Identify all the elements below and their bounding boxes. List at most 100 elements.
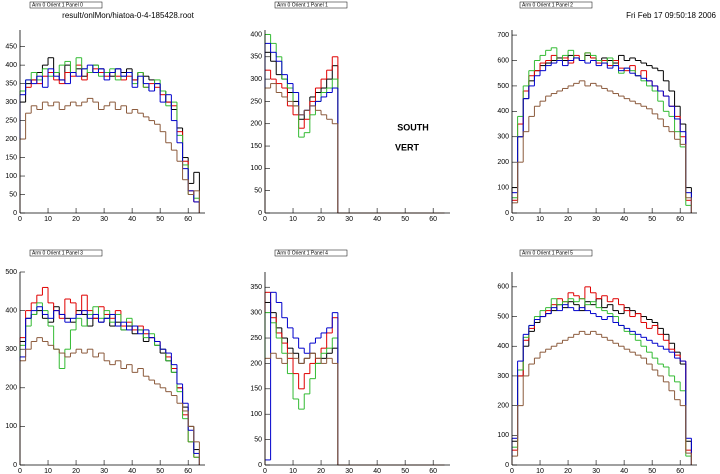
y-tick-label: 300 (497, 373, 509, 380)
y-tick-label: 350 (250, 54, 262, 61)
timestamp: Fri Feb 17 09:50:18 2006 (626, 11, 716, 20)
panel-title-box (519, 1, 593, 9)
y-tick-label: 100 (5, 423, 17, 430)
x-tick-label: 30 (100, 216, 108, 223)
x-tick-label: 20 (317, 468, 325, 474)
panel-title-box (274, 249, 348, 257)
y-tick-label: 500 (497, 313, 509, 320)
x-tick-label: 0 (18, 216, 22, 223)
x-tick-label: 40 (373, 216, 381, 223)
y-tick-label: 300 (5, 99, 17, 106)
y-tick-label: 250 (250, 335, 262, 342)
y-tick-label: 0 (258, 210, 262, 217)
x-tick-label: 20 (72, 468, 80, 474)
x-tick-label: 10 (44, 468, 52, 474)
x-tick-label: 0 (510, 216, 514, 223)
x-tick-label: 50 (648, 468, 656, 474)
y-tick-label: 50 (9, 191, 17, 198)
x-tick-label: 10 (289, 216, 297, 223)
annotation: VERT (395, 142, 420, 152)
x-tick-label: 60 (429, 216, 437, 223)
x-tick-label: 40 (620, 468, 628, 474)
x-tick-label: 60 (184, 216, 192, 223)
x-tick-label: 60 (676, 216, 684, 223)
panel-title: Arm 0 Orient 1 Panel 3 (32, 250, 83, 256)
x-tick-label: 0 (510, 468, 514, 474)
y-tick-label: 400 (250, 31, 262, 38)
x-tick-label: 60 (676, 468, 684, 474)
y-tick-label: 50 (254, 188, 262, 195)
panel-title: Arm 0 Orient 1 Panel 4 (277, 250, 328, 256)
y-tick-label: 400 (5, 307, 17, 314)
y-tick-label: 100 (497, 184, 509, 191)
y-tick-label: 0 (258, 462, 262, 469)
x-tick-label: 20 (317, 216, 325, 223)
y-tick-label: 400 (497, 343, 509, 350)
y-tick-label: 600 (497, 284, 509, 291)
panel: Arm 0 Orient 1 Panel 4050100150200250300… (250, 249, 450, 474)
y-tick-label: 150 (5, 154, 17, 161)
x-tick-label: 10 (536, 468, 544, 474)
panel: Arm 0 Orient 1 Panel 0 0 50 100 150 200 250 300… (5, 1, 205, 223)
x-tick-label: 10 (44, 216, 52, 223)
x-tick-label: 50 (401, 216, 409, 223)
x-tick-label: 30 (100, 468, 108, 474)
panel-title: Arm 0 Orient 1 Panel 1 (277, 2, 328, 8)
y-tick-label: 300 (5, 346, 17, 353)
x-tick-label: 30 (592, 216, 600, 223)
x-tick-label: 60 (184, 468, 192, 474)
y-tick-label: 0 (505, 210, 509, 217)
panel-title: Arm 0 Orient 1 Panel 0 (32, 2, 83, 8)
x-tick-label: 60 (429, 468, 437, 474)
panel-title-box (274, 1, 348, 9)
x-tick-label: 30 (345, 468, 353, 474)
panel-title: Arm 0 Orient 1 Panel 5 (522, 250, 573, 256)
y-tick-label: 700 (497, 32, 509, 39)
y-tick-label: 500 (5, 269, 17, 276)
y-tick-label: 450 (5, 43, 17, 50)
y-tick-label: 100 (5, 173, 17, 180)
x-tick-label: 40 (620, 216, 628, 223)
x-tick-label: 0 (263, 468, 267, 474)
annotation: SOUTH (397, 122, 429, 132)
x-tick-label: 50 (648, 216, 656, 223)
file-name: result/onlMon/hiatoa-0-4-185428.root (62, 11, 194, 20)
y-tick-label: 200 (497, 159, 509, 166)
y-tick-label: 0 (505, 462, 509, 469)
y-tick-label: 300 (497, 134, 509, 141)
y-tick-label: 200 (250, 121, 262, 128)
y-tick-label: 250 (250, 98, 262, 105)
panel: Arm 0 Orient 1 Panel 5010020030040050060… (497, 249, 697, 474)
y-tick-label: 350 (250, 284, 262, 291)
panel-title: Arm 0 Orient 1 Panel 2 (522, 2, 573, 8)
y-tick-label: 400 (497, 108, 509, 115)
y-tick-label: 350 (5, 80, 17, 87)
panel: Arm 0 Orient 1 Panel 2010020030040050060… (497, 1, 697, 223)
x-tick-label: 10 (536, 216, 544, 223)
y-tick-label: 500 (497, 83, 509, 90)
y-tick-label: 150 (250, 386, 262, 393)
y-tick-label: 200 (5, 385, 17, 392)
y-tick-label: 150 (250, 143, 262, 150)
x-tick-label: 30 (592, 468, 600, 474)
y-tick-label: 250 (5, 117, 17, 124)
panel-title-box (29, 249, 103, 257)
panel: Arm 0 Orient 1 Panel 3 0 100 200 300 400 500 0 1… (5, 249, 205, 474)
x-tick-label: 0 (263, 216, 267, 223)
y-tick-label: 400 (5, 62, 17, 69)
y-tick-label: 300 (250, 76, 262, 83)
x-tick-label: 40 (373, 468, 381, 474)
y-tick-label: 600 (497, 57, 509, 64)
y-tick-label: 200 (250, 360, 262, 367)
y-tick-label: 200 (5, 136, 17, 143)
x-tick-label: 50 (156, 216, 164, 223)
panel: Arm 0 Orient 1 Panel 1050100150200250300… (250, 1, 450, 223)
x-tick-label: 50 (401, 468, 409, 474)
x-tick-label: 0 (18, 468, 22, 474)
x-tick-label: 30 (345, 216, 353, 223)
x-tick-label: 20 (564, 216, 572, 223)
x-tick-label: 20 (564, 468, 572, 474)
panel-title-box (29, 1, 103, 9)
